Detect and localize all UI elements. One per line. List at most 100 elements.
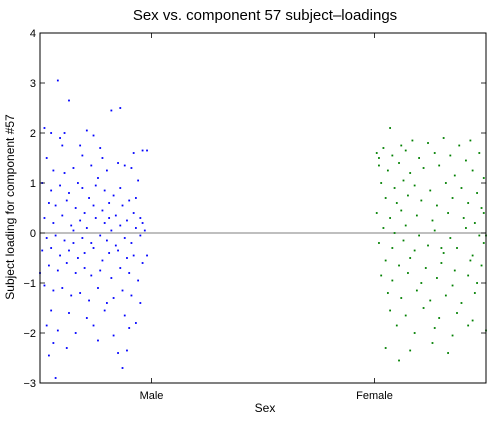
data-point-female (407, 272, 409, 274)
data-point-male (85, 227, 88, 229)
data-point-male (97, 177, 99, 179)
data-point-male (43, 284, 46, 287)
data-point-female (380, 274, 383, 277)
data-point-female (418, 157, 420, 159)
data-point-female (384, 259, 387, 262)
data-point-male (121, 289, 124, 292)
data-point-male (48, 202, 50, 204)
data-point-male (45, 237, 48, 239)
data-point-male (132, 152, 135, 154)
data-point-female (404, 224, 407, 227)
data-point-female (402, 239, 405, 242)
data-point-female (482, 177, 485, 179)
data-point-male (74, 272, 77, 274)
data-point-male (146, 254, 148, 257)
data-point-male (130, 294, 133, 297)
data-point-male (81, 187, 84, 189)
data-point-female (427, 142, 429, 144)
data-point-male (99, 269, 102, 272)
data-point-female (447, 352, 449, 354)
data-point-male (74, 332, 77, 334)
data-point-male (121, 367, 124, 369)
y-tick-label: −2 (23, 328, 36, 340)
data-point-female (433, 152, 436, 154)
data-point-female (427, 244, 429, 247)
data-point-male (92, 324, 95, 327)
data-point-male (61, 287, 64, 289)
data-point-male (114, 244, 117, 247)
data-point-female (378, 157, 380, 159)
data-point-male (137, 179, 140, 182)
data-point-female (447, 212, 449, 214)
data-point-female (460, 187, 463, 189)
data-point-male (59, 137, 61, 139)
data-point-male (54, 234, 57, 237)
data-point-male (92, 204, 95, 207)
data-point-male (110, 229, 113, 232)
data-point-female (422, 307, 425, 309)
data-point-female (386, 169, 389, 172)
data-point-female (378, 164, 380, 167)
data-point-male (103, 189, 106, 192)
y-tick-label: −3 (23, 378, 36, 390)
data-point-male (97, 287, 99, 289)
data-point-female (453, 174, 456, 177)
data-point-male (97, 339, 99, 342)
data-point-male (119, 187, 122, 189)
data-point-female (420, 282, 423, 284)
data-point-male (61, 144, 64, 147)
data-point-male (56, 79, 59, 82)
data-point-female (409, 172, 412, 174)
data-point-female (398, 162, 400, 164)
data-point-male (81, 154, 84, 157)
data-point-male (63, 172, 66, 174)
data-point-female (444, 182, 447, 184)
data-point-female (378, 242, 380, 244)
data-point-male (101, 157, 104, 159)
data-point-male (61, 214, 64, 217)
data-point-female (398, 264, 400, 267)
data-point-female (411, 139, 414, 142)
y-tick-label: 2 (30, 128, 36, 140)
data-point-male (92, 247, 95, 249)
data-point-male (63, 132, 66, 134)
data-point-male (146, 149, 148, 152)
data-point-male (50, 309, 53, 312)
data-point-male (77, 257, 79, 259)
data-point-female (442, 252, 445, 254)
data-point-male (143, 229, 146, 232)
data-point-female (400, 297, 403, 299)
data-point-male (128, 199, 131, 202)
data-point-male (52, 342, 55, 344)
data-point-male (139, 302, 142, 304)
data-point-male (88, 299, 90, 302)
data-point-male (56, 269, 59, 272)
data-point-male (103, 222, 106, 224)
data-point-male (101, 209, 104, 212)
data-point-male (54, 377, 57, 379)
data-point-female (386, 292, 389, 294)
data-point-female (451, 334, 454, 337)
data-point-male (59, 184, 61, 187)
data-point-female (471, 319, 474, 322)
data-point-female (482, 212, 485, 214)
data-point-male (121, 204, 124, 207)
data-point-female (395, 324, 398, 327)
data-point-male (65, 262, 68, 264)
data-point-female (404, 149, 407, 152)
data-point-male (90, 164, 93, 167)
data-point-female (480, 264, 483, 267)
data-point-male (126, 257, 128, 259)
data-point-male (79, 144, 82, 147)
data-point-female (380, 182, 383, 184)
data-point-female (429, 299, 432, 302)
data-point-male (128, 272, 131, 274)
data-point-female (467, 274, 470, 277)
data-point-male (50, 247, 53, 249)
data-point-female (404, 314, 407, 317)
data-point-female (453, 269, 456, 272)
data-point-male (54, 204, 57, 207)
data-point-female (413, 249, 416, 252)
data-point-male (106, 302, 108, 304)
data-point-male (103, 309, 106, 312)
